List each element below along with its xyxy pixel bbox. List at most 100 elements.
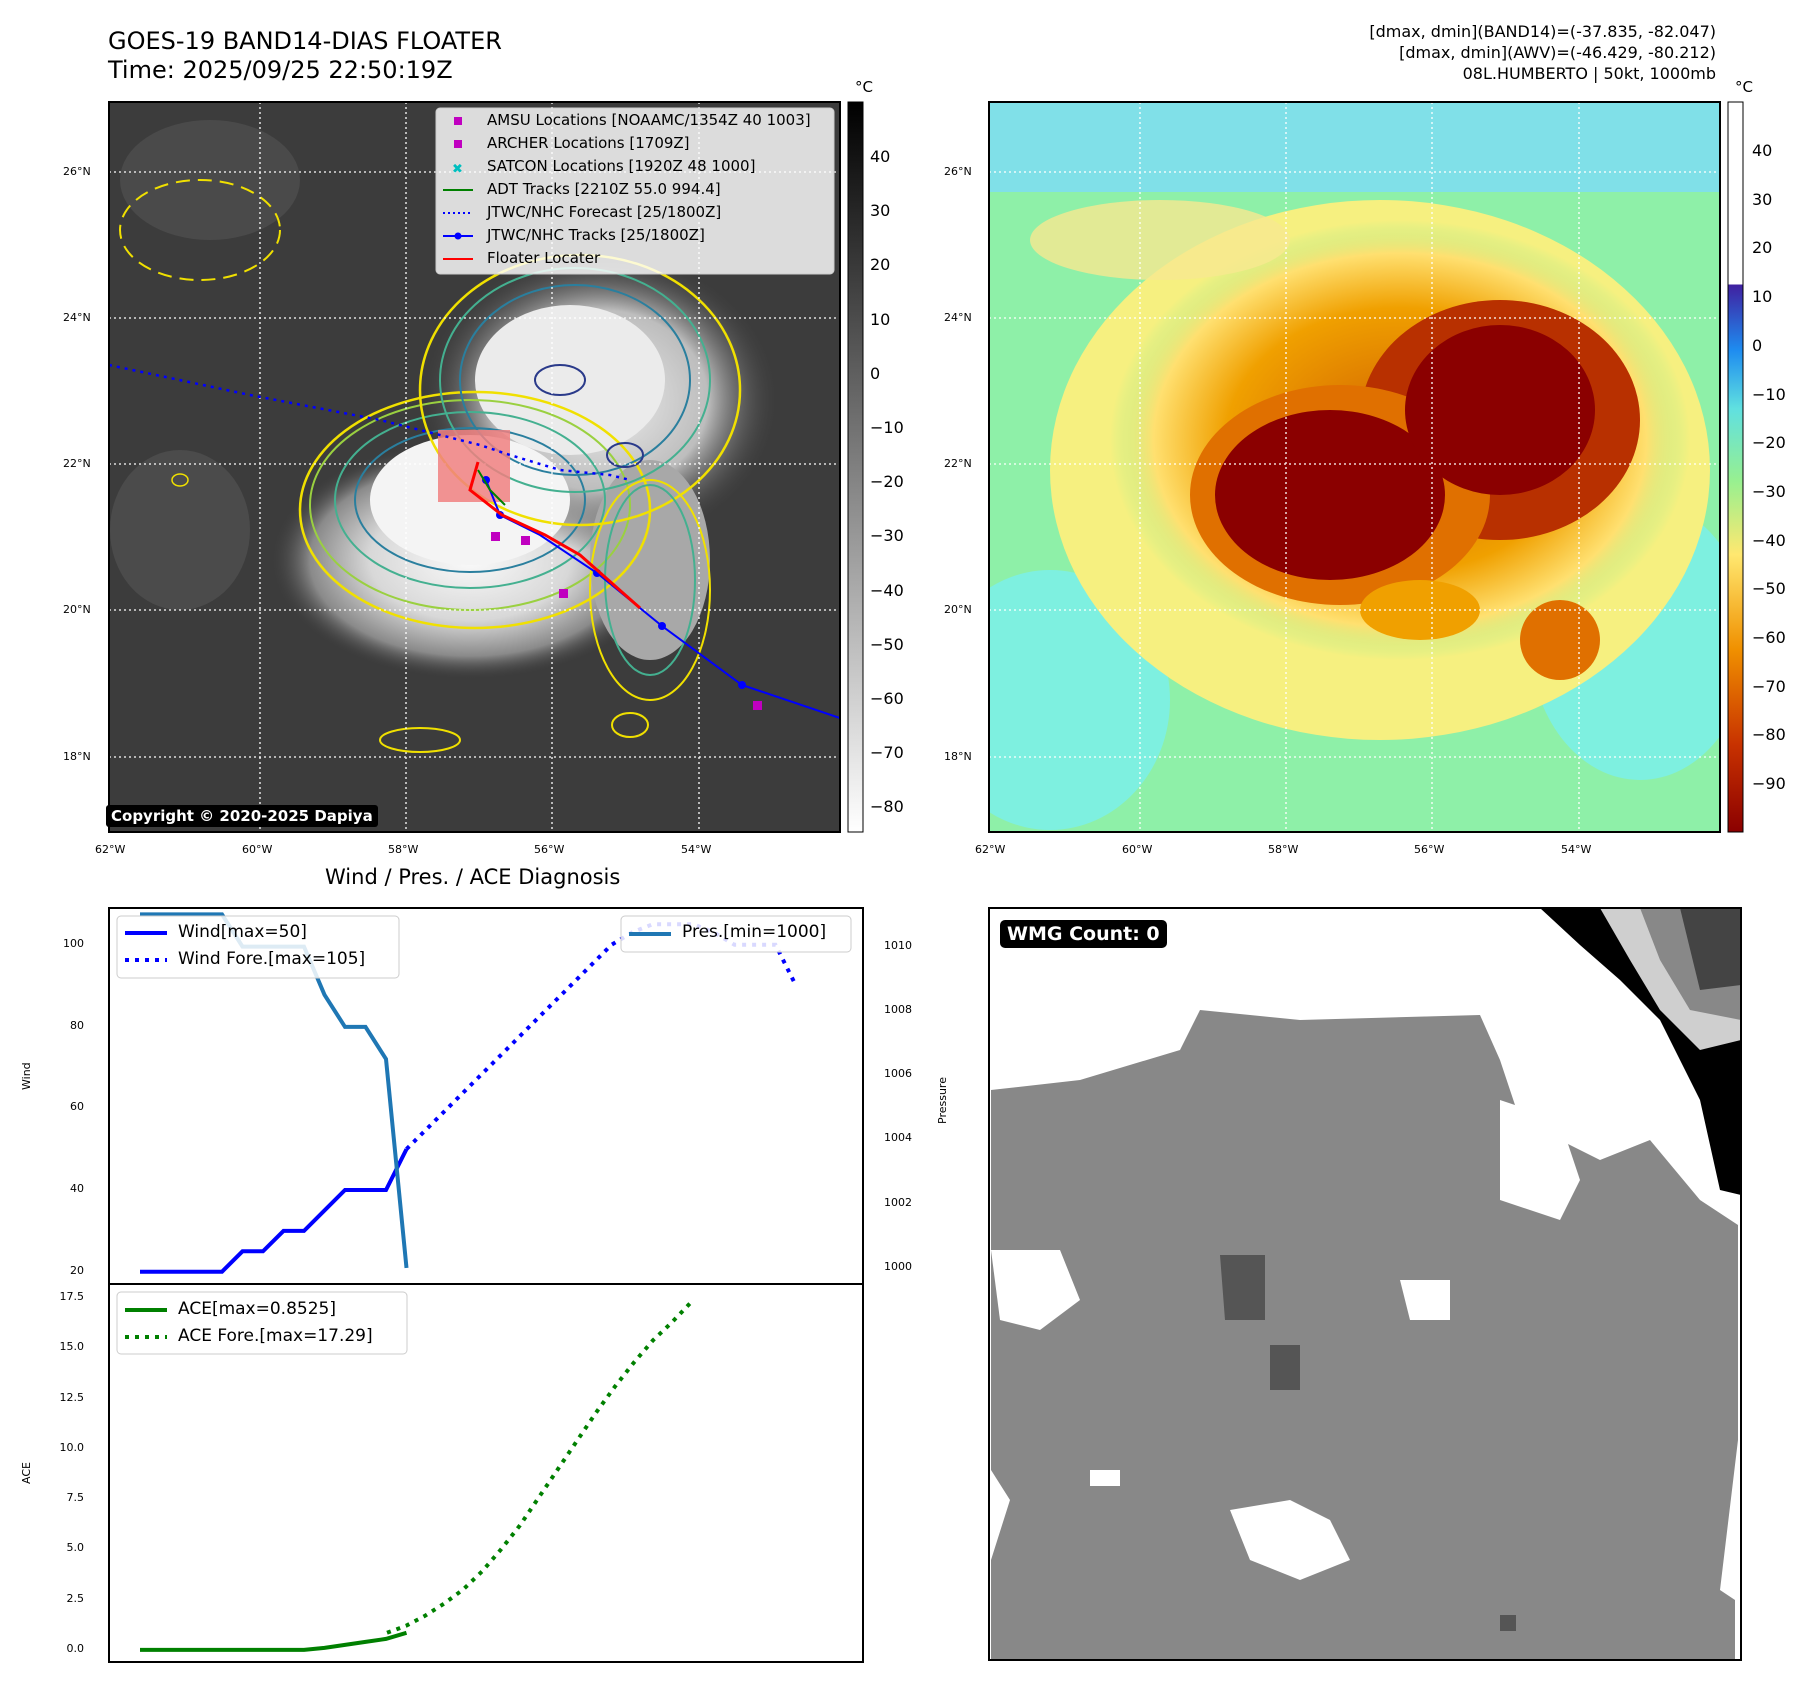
map_left-tick: 10 (870, 309, 891, 329)
ir-map-panel (109, 102, 840, 832)
map_left-tick: −10 (870, 418, 904, 437)
colorbar-left-unit: °C (855, 78, 873, 96)
map_left-tick: −60 (870, 689, 904, 708)
axis-tick-label: 40 (70, 1182, 84, 1195)
info-line3: 08L.HUMBERTO | 50kt, 1000mb (1462, 64, 1716, 83)
legend-wind: Wind[max=50] (178, 922, 307, 942)
map_right-tick: −50 (1752, 579, 1786, 599)
wind-line (140, 1148, 409, 1274)
legend-tracks: JTWC/NHC Tracks [25/1800Z] (487, 226, 705, 244)
diagnosis-title: Wind / Pres. / ACE Diagnosis (325, 865, 621, 889)
axis-tick-label: 17.5 (59, 1290, 85, 1304)
map_right-tick: 0 (1752, 335, 1763, 355)
legend-satcon: SATCON Locations [1920Z 48 1000] (487, 157, 756, 175)
map_right-tick: −20 (1752, 433, 1786, 453)
map_left-tick: −40 (870, 580, 904, 600)
info-line2: [dmax, dmin](AWV)=(-46.429, -80.212) (1399, 43, 1716, 62)
lat-tick-left-20: 20°N (63, 603, 91, 616)
map_left-tick: −70 (870, 743, 904, 763)
copyright-badge: Copyright © 2020-2025 Dapiya (106, 805, 378, 827)
axis-tick-label: 1002 (884, 1195, 912, 1209)
ace-forecast-line (386, 1300, 693, 1635)
ace-axis-label: ACE (20, 1462, 33, 1484)
lat-tick-left-24: 24°N (63, 311, 91, 324)
legend-forecast: JTWC/NHC Forecast [25/1800Z] (487, 203, 722, 221)
legend-amsu: AMSU Locations [NOAAMC/1354Z 40 1003] (487, 111, 811, 129)
info-line1: [dmax, dmin](BAND14)=(-37.835, -82.047) (1369, 22, 1716, 41)
map_left-tick: −50 (870, 634, 904, 654)
legend-adt: ADT Tracks [2210Z 55.0 994.4] (487, 180, 721, 198)
wind-forecast-line (405, 922, 798, 1151)
lat-tick-right-18: 18°N (944, 750, 972, 763)
axis-tick-label: 0.0 (66, 1641, 85, 1655)
adt-track (477, 469, 506, 506)
map_right-tick: 20 (1752, 238, 1773, 258)
legend-floater: Floater Locater (487, 249, 601, 267)
lat-tick-right-22: 22°N (944, 457, 972, 470)
lon-tick-right-58: 58°W (1268, 843, 1299, 856)
axis-tick-label: 7.5 (66, 1491, 85, 1505)
lon-tick-left-58: 58°W (388, 843, 419, 856)
legend-ace: ACE[max=0.8525] (178, 1299, 336, 1319)
axis-tick-label: 20 (70, 1263, 84, 1277)
map_left-tick: −80 (870, 797, 904, 817)
wmg-panel (989, 908, 1741, 1660)
map_right-tick: −90 (1752, 774, 1786, 794)
axis-tick-label: 2.5 (66, 1591, 85, 1605)
wmg-count-badge: WMG Count: 0 (1000, 920, 1167, 948)
map_right-tick: −40 (1752, 530, 1786, 550)
map_left-tick: −20 (870, 472, 904, 492)
axis-tick-label: 12.5 (59, 1390, 85, 1404)
lon-tick-left-60: 60°W (242, 843, 273, 856)
map_left-tick: 30 (870, 201, 891, 221)
axis-tick-label: 5.0 (66, 1541, 85, 1555)
chart-title-line2: Time: 2025/09/25 22:50:19Z (108, 56, 453, 84)
map_right-tick: −60 (1752, 628, 1786, 647)
colorbar-left (847, 101, 864, 833)
axis-tick-label: 100 (63, 936, 84, 950)
map_left-tick: 40 (870, 147, 891, 166)
legend-left-symbols: ✖ (443, 117, 473, 260)
colorbar-right-unit: °C (1735, 78, 1753, 96)
lon-tick-right-54: 54°W (1561, 843, 1592, 856)
map_right-tick: 40 (1752, 141, 1773, 160)
lon-tick-right-60: 60°W (1122, 843, 1153, 856)
legend-pressure: Pres.[min=1000] (682, 922, 827, 942)
map_right-tick: 10 (1752, 287, 1773, 307)
lat-tick-left-26: 26°N (63, 165, 91, 178)
enhanced-ir-map-panel (989, 102, 1720, 832)
legend-bottom-symbols (116, 915, 852, 1355)
map_right-tick: −80 (1752, 725, 1786, 745)
forecast-track (109, 363, 631, 482)
lon-tick-left-62: 62°W (95, 843, 126, 856)
axis-tick-label: 60 (70, 1100, 84, 1114)
lat-tick-right-26: 26°N (944, 165, 972, 178)
axis-tick-label: 80 (70, 1018, 84, 1032)
axis-tick-label: 15.0 (59, 1340, 85, 1354)
floater-box (438, 430, 510, 502)
ace-plot (140, 1300, 693, 1652)
svg-text:✖: ✖ (452, 162, 463, 177)
lon-tick-right-56: 56°W (1414, 843, 1445, 856)
map_right-tick: −70 (1752, 676, 1786, 696)
map_left-tick: −30 (870, 526, 904, 546)
lat-tick-right-24: 24°N (944, 311, 972, 324)
lat-tick-right-20: 20°N (944, 603, 972, 616)
ace-line (140, 1630, 408, 1652)
map_right-tick: −30 (1752, 481, 1786, 501)
map_left-tick: 0 (870, 363, 881, 383)
wind-axis-label: Wind (20, 1062, 33, 1090)
map_left-tick: 20 (870, 255, 891, 275)
axis-tick-label: 1000 (884, 1259, 912, 1273)
axis-tick-label: 1008 (884, 1002, 912, 1016)
pressure-axis-label: Pressure (936, 1077, 949, 1124)
lat-tick-left-22: 22°N (63, 457, 91, 470)
legend-wind-forecast: Wind Fore.[max=105] (178, 949, 366, 969)
ace-axes (108, 1283, 864, 1663)
chart-title-line1: GOES-19 BAND14-DIAS FLOATER (108, 27, 502, 55)
axis-tick-label: 1006 (884, 1067, 912, 1081)
map_right-tick: 30 (1752, 189, 1773, 209)
legend-ace-forecast: ACE Fore.[max=17.29] (178, 1326, 373, 1346)
lat-tick-left-18: 18°N (63, 750, 91, 763)
